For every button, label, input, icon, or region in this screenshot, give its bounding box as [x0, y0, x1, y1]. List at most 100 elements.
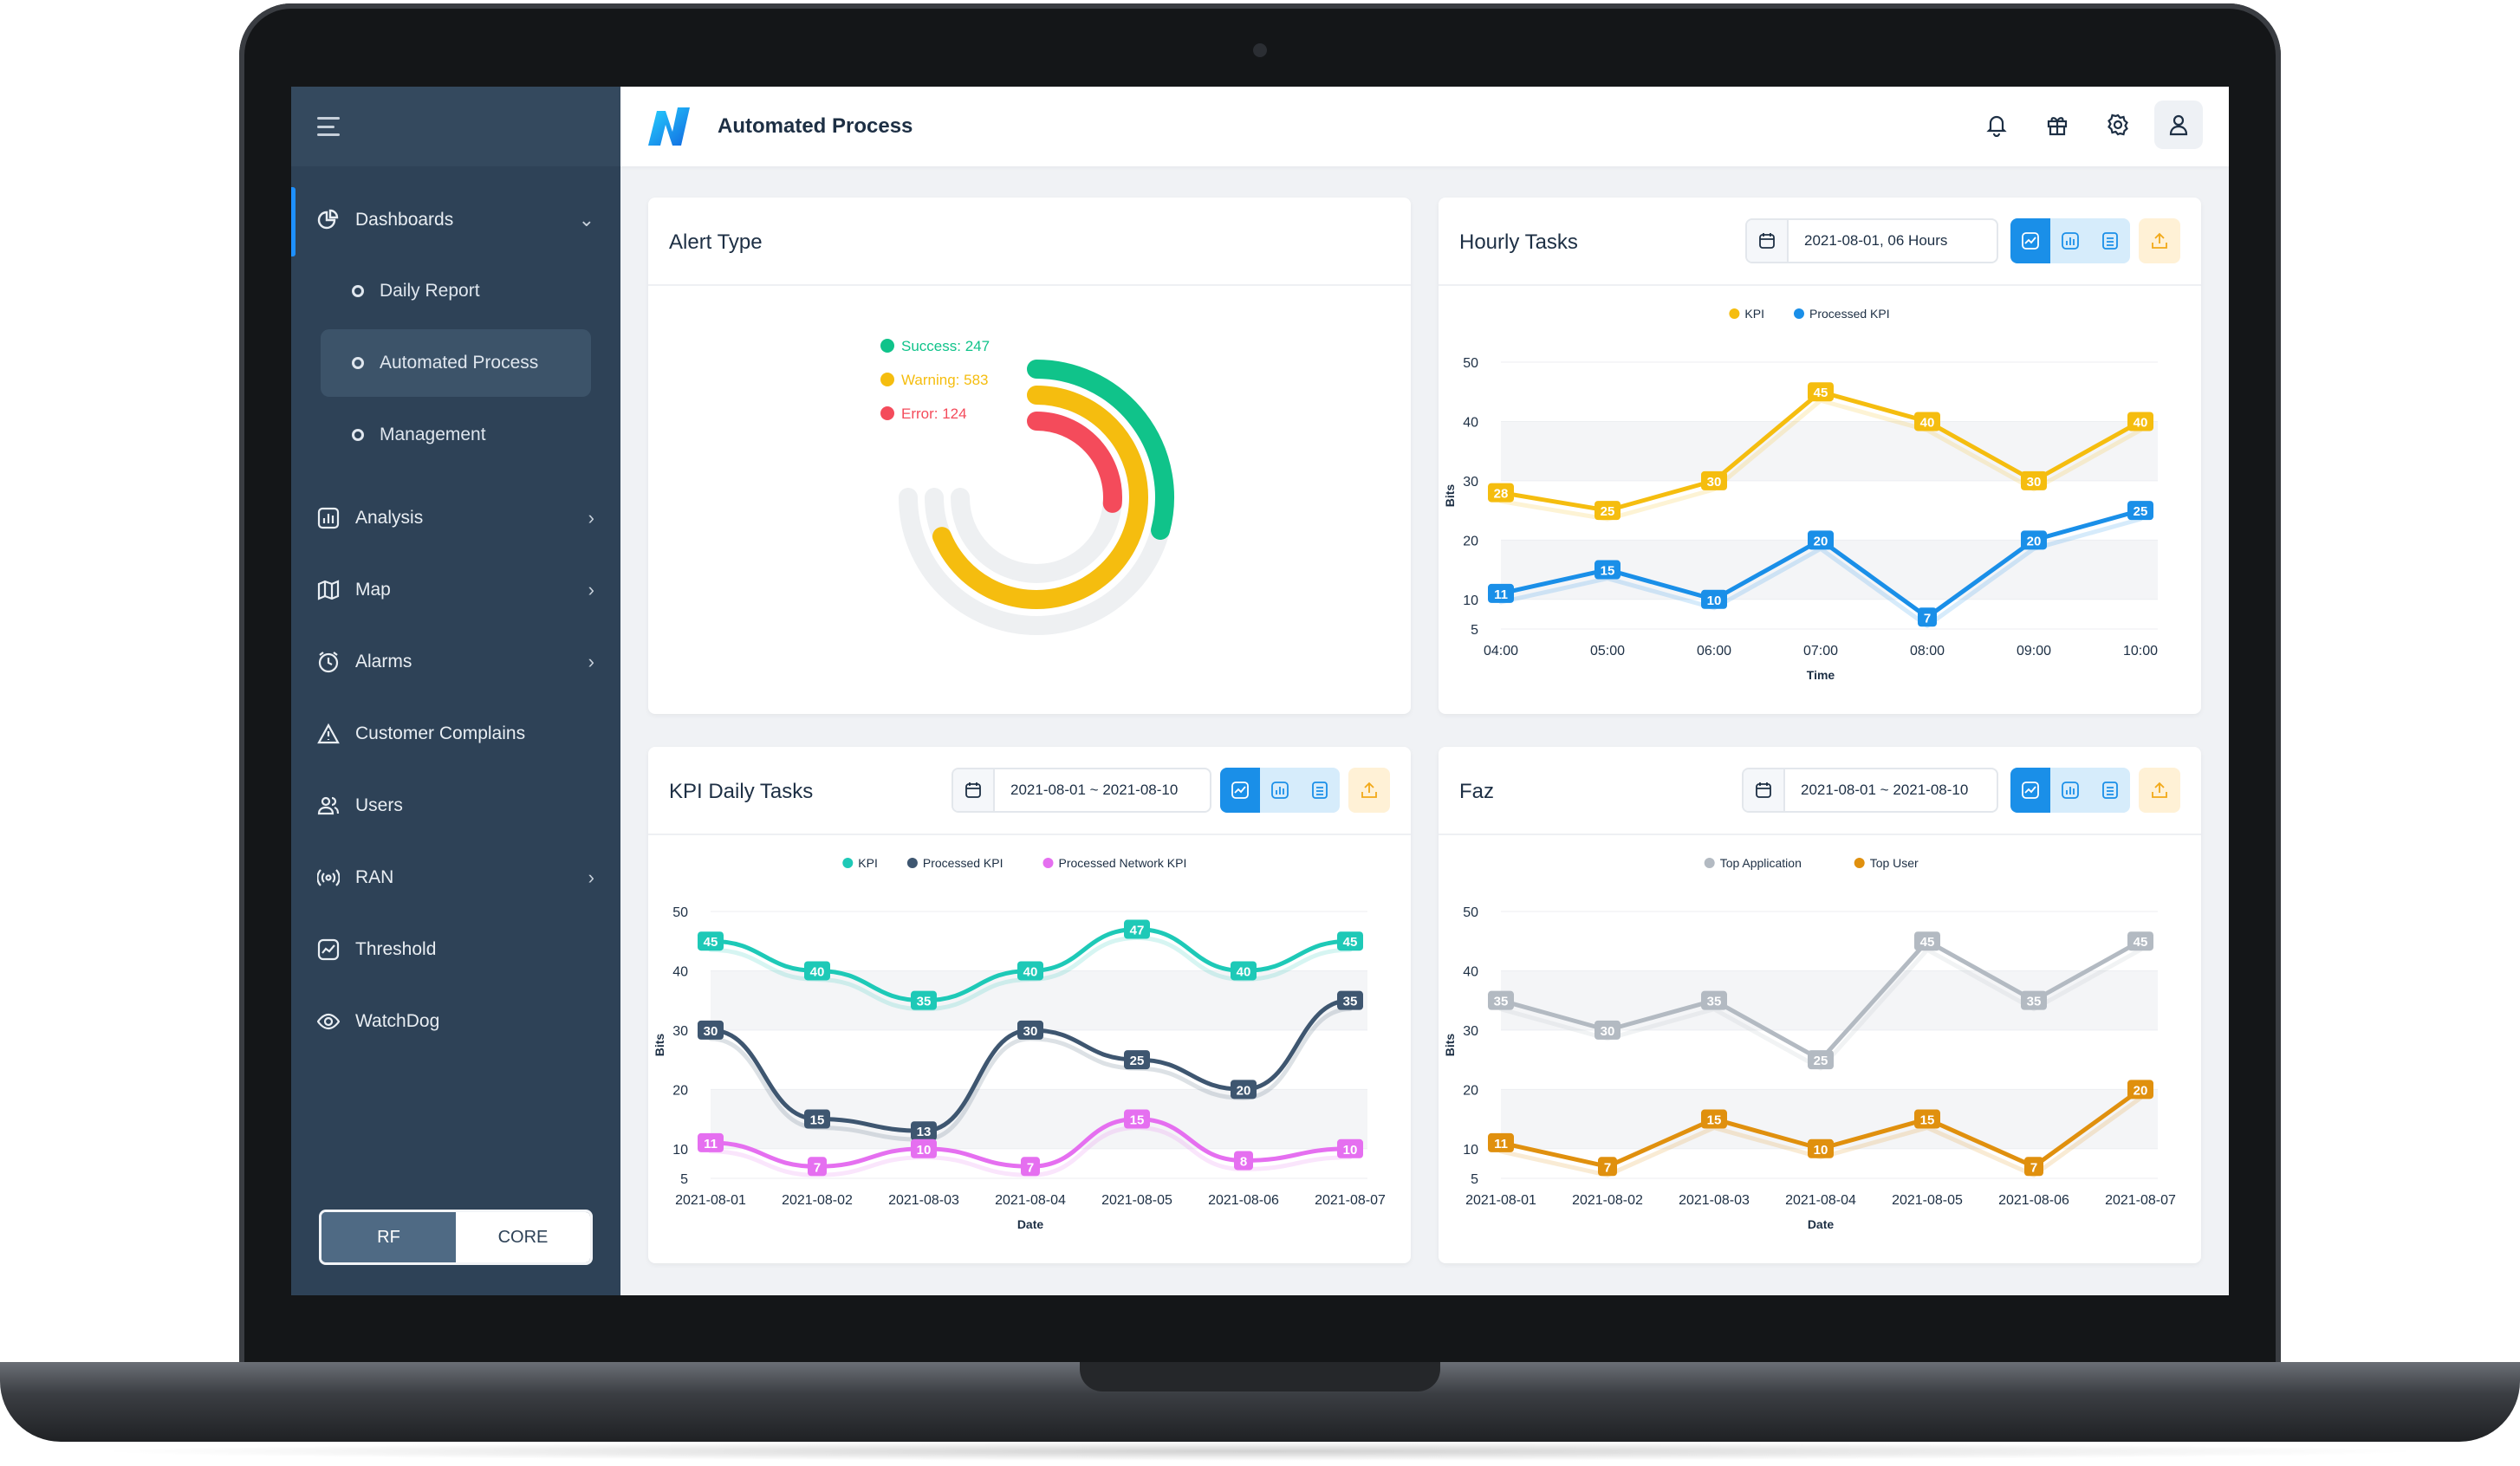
data-point: [1808, 530, 1834, 550]
data-point: [1914, 1109, 1940, 1129]
gift-icon[interactable]: [2033, 101, 2082, 149]
data-point: [2127, 501, 2153, 521]
sidebar-item-watchdog[interactable]: WatchDog: [291, 997, 620, 1046]
sidebar: Dashboards ⌄ Daily Report Automated Proc…: [291, 87, 620, 1295]
data-point: [1234, 1151, 1253, 1171]
x-tick-label: 2021-08-05: [1892, 1193, 1963, 1208]
y-tick-label: 30: [1463, 1024, 1478, 1039]
grid-band: [1501, 1089, 2158, 1149]
data-point: [2127, 931, 2153, 951]
y-tick-label: 50: [672, 905, 688, 920]
y-tick-label: 20: [1463, 534, 1478, 548]
sidebar-item-alarms[interactable]: Alarms ›: [291, 638, 620, 686]
hourly-tasks-card: Hourly Tasks 2021-08-01, 06 Hours 5 10 20 3…: [1439, 198, 2201, 714]
data-point: [804, 961, 830, 981]
table-view-icon[interactable]: [2090, 768, 2130, 813]
sidebar-item-label: Threshold: [355, 939, 437, 959]
menu-icon[interactable]: [317, 117, 343, 136]
sidebar-item-customer-complains[interactable]: Customer Complains: [291, 710, 620, 758]
sidebar-item-dashboards[interactable]: Dashboards ⌄: [291, 196, 620, 244]
data-label: 35: [1707, 995, 1722, 1009]
data-point: [2021, 990, 2047, 1010]
line-chart-view-icon[interactable]: [1220, 768, 1260, 813]
x-axis-label: Time: [1807, 668, 1835, 682]
data-point: [1231, 961, 1257, 981]
alert-type-chart: Success: 247 Warning: 583 Error: 124: [880, 338, 1174, 635]
line-chart-view-icon[interactable]: [2010, 768, 2050, 813]
line-chart-view-icon[interactable]: [2010, 218, 2050, 263]
calendar-icon: [953, 769, 995, 811]
alert-type-card: Alert Type Success: 247 Warning: 583 Error…: [648, 198, 1411, 714]
sidebar-item-ran[interactable]: RAN ›: [291, 853, 620, 902]
x-tick-label: 09:00: [2017, 644, 2051, 658]
data-point: [1701, 1109, 1727, 1129]
data-point: [698, 931, 724, 951]
data-point: [2127, 1080, 2153, 1100]
sidebar-subitem-automated-process[interactable]: Automated Process: [321, 329, 591, 397]
sidebar-subitem-daily-report[interactable]: Daily Report: [321, 257, 591, 325]
users-icon: [317, 795, 340, 817]
y-tick-label: 40: [1463, 415, 1478, 430]
data-label: 45: [2134, 935, 2148, 950]
sidebar-subitem-management[interactable]: Management: [321, 401, 591, 469]
legend-marker: [1729, 308, 1740, 319]
data-point: [1488, 990, 1514, 1010]
gear-icon[interactable]: [2094, 101, 2142, 149]
bar-chart-view-icon[interactable]: [1260, 768, 1300, 813]
sidebar-item-users[interactable]: Users: [291, 782, 620, 830]
radial-bar-warning: [932, 386, 1148, 609]
date-range-picker[interactable]: 2021-08-01 ~ 2021-08-10: [951, 768, 1211, 813]
data-label: 20: [2027, 534, 2042, 548]
x-tick-label: 2021-08-06: [1208, 1193, 1279, 1208]
core-button[interactable]: CORE: [456, 1212, 590, 1262]
data-point: [2024, 1157, 2043, 1177]
table-view-icon[interactable]: [2090, 218, 2130, 263]
export-icon[interactable]: [2139, 768, 2180, 813]
data-label: 10: [1814, 1143, 1828, 1158]
bell-icon[interactable]: [1972, 101, 2021, 149]
y-tick-label: 10: [1463, 1143, 1478, 1158]
x-tick-label: 2021-08-06: [1998, 1193, 2069, 1208]
data-point: [1488, 583, 1514, 603]
data-label: 15: [1601, 564, 1615, 579]
hourly-tasks-chart: 5 10 20 30 40 50 04:00 05:00 06:00 07:00 08:00 09:0…: [1443, 307, 2158, 682]
bar-chart-view-icon[interactable]: [2050, 768, 2090, 813]
sidebar-item-label: RAN: [355, 867, 394, 887]
export-icon[interactable]: [2139, 218, 2180, 263]
x-tick-label: 2021-08-03: [1679, 1193, 1750, 1208]
rf-button[interactable]: RF: [321, 1212, 456, 1262]
data-point: [2127, 412, 2153, 431]
sidebar-item-map[interactable]: Map ›: [291, 566, 620, 614]
kpi-daily-tasks-card: KPI Daily Tasks 2021-08-01 ~ 2021-08-10 …: [648, 747, 1411, 1263]
data-point: [1598, 1157, 1617, 1177]
data-label: 45: [1920, 935, 1935, 950]
data-point: [1701, 589, 1727, 609]
sidebar-item-threshold[interactable]: Threshold: [291, 925, 620, 974]
watchdog-icon: [317, 1010, 340, 1033]
data-label: 25: [1814, 1054, 1828, 1068]
date-range-picker[interactable]: 2021-08-01 ~ 2021-08-10: [1742, 768, 1998, 813]
data-point: [1017, 961, 1043, 981]
data-point: [2021, 530, 2047, 550]
divider: [648, 284, 1411, 286]
data-label: 15: [1707, 1113, 1722, 1128]
view-toggle-group: [1220, 768, 1340, 813]
sidebar-item-analysis[interactable]: Analysis ›: [291, 494, 620, 542]
header: Automated Process: [620, 87, 2229, 166]
bar-chart-view-icon[interactable]: [2050, 218, 2090, 263]
threshold-icon: [317, 938, 340, 961]
date-range-picker[interactable]: 2021-08-01, 06 Hours: [1745, 218, 1998, 263]
data-point: [1017, 1020, 1043, 1040]
y-tick-label: 5: [1471, 1172, 1478, 1187]
card-title: Hourly Tasks: [1459, 230, 1578, 254]
user-icon[interactable]: [2154, 101, 2203, 149]
data-point: [1701, 470, 1727, 490]
data-label: 30: [1601, 1024, 1615, 1039]
export-icon[interactable]: [1348, 768, 1390, 813]
map-icon: [317, 579, 340, 601]
table-view-icon[interactable]: [1300, 768, 1340, 813]
data-point: [911, 1121, 937, 1141]
x-tick-label: 2021-08-01: [675, 1193, 746, 1208]
data-point: [2021, 470, 2047, 490]
data-label: 7: [1027, 1160, 1034, 1175]
